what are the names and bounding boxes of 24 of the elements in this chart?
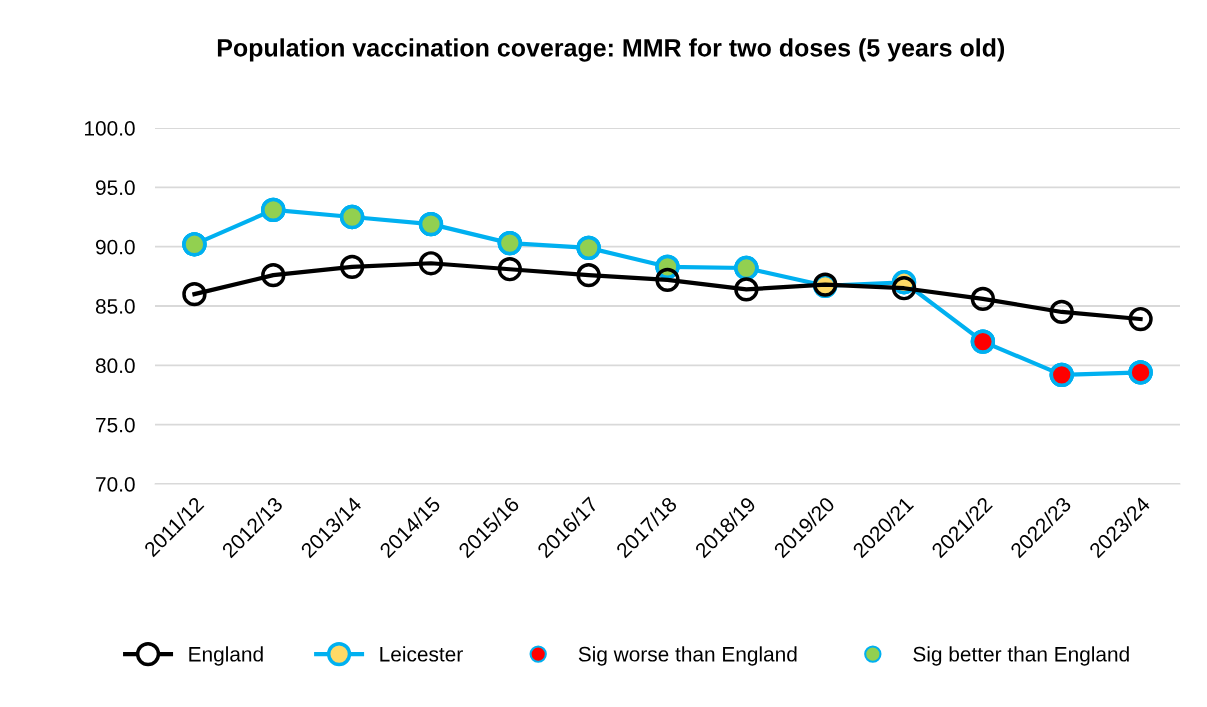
y-tick-label: 80.0 — [95, 358, 135, 374]
point — [734, 277, 759, 302]
legend-label: Leicester — [380, 646, 463, 662]
y-tick-label: 85.0 — [95, 299, 135, 314]
point — [261, 262, 286, 288]
chart-title: Population vaccination coverage: MMR for two doses (5 years old) — [217, 38, 1005, 62]
y-tick-label: 75.0 — [96, 417, 135, 433]
point — [418, 251, 444, 276]
legend-label: Sig better than England — [913, 646, 1129, 666]
point — [182, 281, 207, 307]
legend-label: England — [189, 646, 263, 666]
point — [497, 257, 522, 282]
point — [1128, 306, 1153, 332]
legend-label: Sig worse than England — [578, 646, 797, 666]
y-tick-label: 95.0 — [95, 180, 135, 196]
y-tick-label: 100.0 — [85, 121, 135, 136]
point — [655, 267, 680, 293]
point — [576, 262, 601, 288]
point — [970, 286, 996, 312]
point — [891, 276, 917, 301]
y-tick-label: 90.0 — [95, 239, 135, 255]
y-tick-label: 70.0 — [96, 477, 135, 492]
point — [1049, 299, 1074, 325]
point — [339, 254, 365, 279]
